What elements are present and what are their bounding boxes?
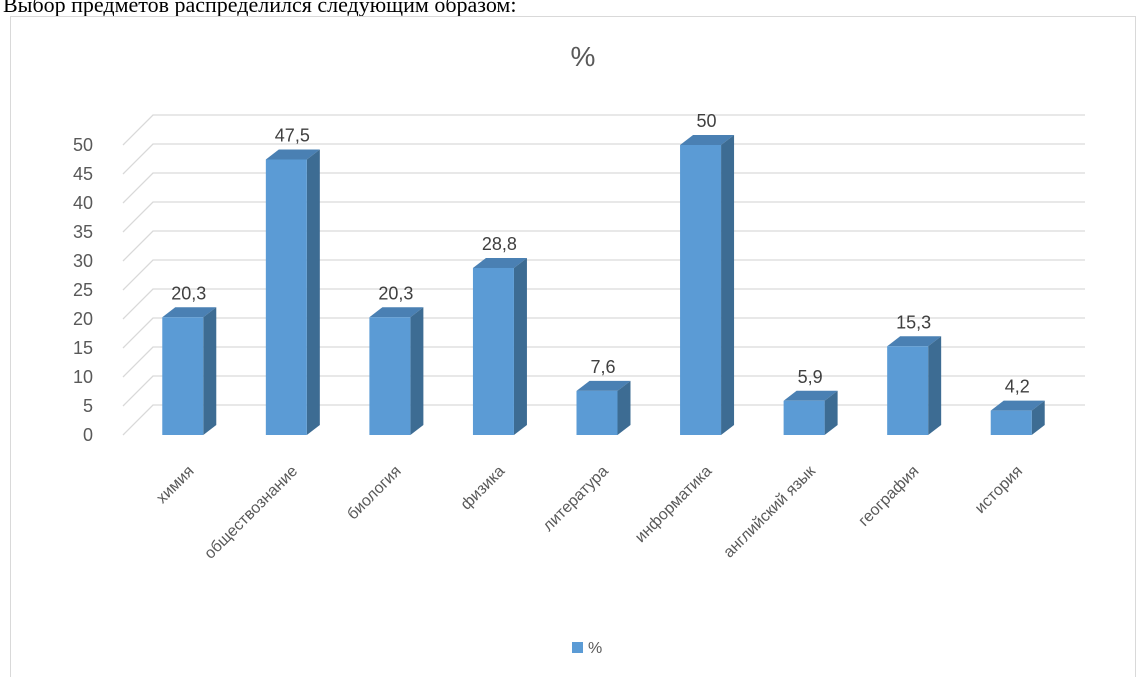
bar [783, 390, 838, 435]
y-tick-label: 10 [73, 367, 93, 387]
category-label: английский язык [720, 462, 819, 561]
bar-side [721, 135, 735, 435]
data-label: 20,3 [378, 283, 413, 303]
bar-front [472, 267, 514, 435]
legend: % [572, 640, 602, 657]
y-tick-label: 30 [73, 251, 93, 271]
data-label: 47,5 [275, 126, 310, 146]
y-tick-label: 15 [73, 338, 93, 358]
category-label: физика [458, 463, 509, 514]
x-axis-category-labels: химия обществознание биология физика литерат… [153, 462, 1026, 562]
y-tick-label: 50 [73, 135, 93, 155]
y-tick-label: 20 [73, 309, 93, 329]
bar-top [369, 307, 424, 318]
bar-top [265, 149, 320, 160]
data-labels: 20,3 47,5 20,3 28,8 7,6 50 5,9 15,3 4,2 [171, 111, 1029, 397]
category-label: литература [540, 463, 612, 535]
bar-front [680, 145, 722, 435]
bar-front [576, 390, 618, 435]
data-label: 15,3 [896, 312, 931, 332]
y-tick-label: 25 [73, 280, 93, 300]
gridline [122, 114, 1085, 146]
chart-title: % [571, 41, 596, 72]
gridline [122, 346, 1085, 378]
bar [990, 400, 1045, 435]
category-label: информатика [632, 463, 715, 546]
bar-top [680, 135, 735, 145]
bar-side [1031, 400, 1045, 435]
gridline [122, 143, 1085, 175]
bar [887, 336, 942, 435]
bar-front [265, 159, 307, 435]
bar-side [928, 336, 942, 435]
gridline [122, 230, 1085, 262]
bar-top [472, 257, 527, 268]
data-label: 4,2 [1005, 377, 1030, 397]
bar [265, 149, 320, 435]
bar-top [887, 336, 942, 347]
bar-side [306, 149, 320, 435]
bar-top [162, 307, 217, 318]
data-label: 7,6 [590, 357, 615, 377]
bar [472, 257, 527, 435]
gridline [122, 172, 1085, 204]
y-tick-label: 0 [83, 425, 93, 445]
bar-front [990, 410, 1032, 435]
category-label: география [856, 463, 923, 530]
bar [162, 307, 217, 435]
bar-side [410, 307, 424, 435]
bar-front [783, 400, 825, 435]
category-label: биология [344, 463, 404, 523]
category-label: обществознание [201, 463, 301, 563]
legend-swatch [572, 642, 583, 653]
bar-side [824, 390, 838, 435]
gridline [122, 201, 1085, 233]
gridline [122, 375, 1085, 407]
data-label: 20,3 [171, 283, 206, 303]
y-axis-tick-labels: 0 5 10 15 20 25 30 35 40 45 50 [73, 135, 93, 445]
legend-label: % [588, 640, 602, 657]
gridline [122, 288, 1085, 320]
bar [680, 135, 735, 435]
bar-top [990, 400, 1045, 411]
bar-front [887, 346, 929, 435]
y-tick-label: 5 [83, 396, 93, 416]
bar-top [576, 380, 631, 391]
bar [576, 380, 631, 435]
y-tick-label: 40 [73, 193, 93, 213]
gridlines [122, 114, 1085, 436]
category-label: химия [153, 463, 197, 507]
bars [162, 135, 1045, 435]
y-tick-label: 35 [73, 222, 93, 242]
data-label: 50 [697, 111, 717, 131]
bar-front [369, 317, 411, 435]
category-label: история [972, 463, 1026, 517]
bar-side [513, 257, 527, 435]
document-text: Выбор предметов распределился следующим … [3, 0, 517, 17]
bar-side [203, 307, 217, 435]
bar [369, 307, 424, 435]
gridline [122, 259, 1085, 291]
data-label: 28,8 [482, 234, 517, 254]
bar-front [162, 317, 204, 435]
gridline [122, 317, 1085, 349]
bar-side [617, 380, 631, 435]
y-tick-label: 45 [73, 164, 93, 184]
bar-top [783, 390, 838, 401]
gridline [122, 404, 1085, 436]
data-label: 5,9 [798, 367, 823, 387]
